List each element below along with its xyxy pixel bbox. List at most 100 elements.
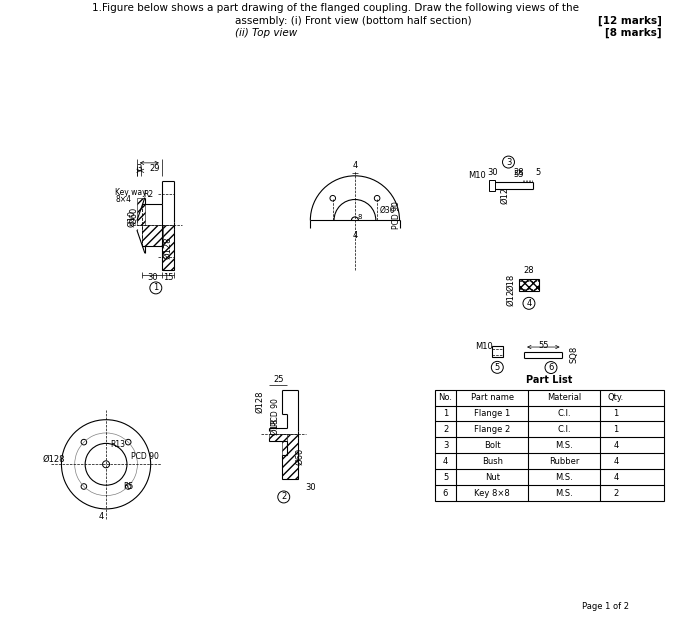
Text: Qty.: Qty. [608, 393, 624, 402]
Text: 30: 30 [147, 273, 158, 283]
Text: C.I.: C.I. [557, 409, 571, 418]
Circle shape [81, 440, 86, 445]
Text: 1: 1 [613, 425, 618, 434]
Bar [269, 435, 287, 441]
Bar [492, 346, 503, 357]
Text: 15: 15 [163, 273, 173, 283]
Text: Key 8×8: Key 8×8 [475, 489, 510, 498]
Text: (ii) Top view: (ii) Top view [235, 29, 298, 38]
Circle shape [125, 440, 131, 445]
Text: 4: 4 [526, 299, 532, 308]
Text: 5: 5 [536, 167, 541, 177]
Bar [142, 226, 163, 246]
Text: 1: 1 [153, 283, 158, 293]
Bar [137, 198, 145, 226]
Text: Nut: Nut [485, 472, 500, 482]
Text: 4: 4 [99, 512, 104, 521]
Text: 4: 4 [613, 441, 618, 450]
Text: 25: 25 [273, 375, 284, 384]
Text: 3: 3 [506, 157, 511, 167]
Text: 1: 1 [613, 409, 618, 418]
Text: 2: 2 [443, 425, 448, 434]
Text: M.S.: M.S. [555, 441, 573, 450]
Text: Material: Material [547, 393, 581, 402]
Circle shape [545, 361, 557, 373]
Text: 30: 30 [305, 482, 316, 492]
Text: 2: 2 [281, 492, 286, 502]
Text: 30: 30 [487, 167, 498, 177]
Text: Page 1 of 2: Page 1 of 2 [581, 602, 629, 611]
Text: Key way: Key way [115, 188, 147, 197]
Circle shape [374, 195, 380, 201]
Text: Part List: Part List [526, 374, 573, 384]
Text: No.: No. [439, 393, 452, 402]
Bar [520, 279, 539, 291]
Text: Ø18: Ø18 [507, 273, 515, 291]
Text: Bolt: Bolt [484, 441, 500, 450]
Text: R5: R5 [123, 482, 133, 490]
Circle shape [81, 484, 86, 489]
Circle shape [330, 195, 335, 201]
Text: 5: 5 [494, 363, 500, 372]
Text: Ø60: Ø60 [296, 448, 305, 466]
Text: Ø128: Ø128 [255, 391, 264, 414]
Text: 3: 3 [443, 441, 448, 450]
Text: M.S.: M.S. [555, 472, 573, 482]
Text: Ø128: Ø128 [42, 455, 65, 464]
Text: 2: 2 [613, 489, 618, 498]
Text: 1.Figure below shows a part drawing of the flanged coupling. Draw the following : 1.Figure below shows a part drawing of t… [92, 3, 579, 14]
Text: Flange 1: Flange 1 [474, 409, 511, 418]
Text: 8: 8 [358, 215, 362, 221]
Text: M10: M10 [475, 342, 492, 351]
Text: PCD 90: PCD 90 [271, 398, 279, 426]
Text: 55: 55 [514, 170, 524, 179]
Circle shape [503, 156, 515, 168]
Circle shape [125, 484, 131, 489]
Text: R2: R2 [143, 190, 153, 199]
Text: Bush: Bush [482, 457, 503, 466]
Text: 4: 4 [613, 472, 618, 482]
Text: PCD 90: PCD 90 [392, 202, 401, 229]
Text: Ø18: Ø18 [271, 418, 279, 435]
Circle shape [150, 282, 162, 294]
Text: 55: 55 [538, 340, 549, 350]
Text: 8×4: 8×4 [115, 195, 131, 204]
Circle shape [492, 361, 503, 373]
Text: 4: 4 [352, 231, 358, 240]
Text: 28: 28 [524, 267, 534, 275]
Text: Ø30: Ø30 [380, 206, 396, 215]
Bar [435, 389, 664, 501]
Text: C.I.: C.I. [557, 425, 571, 434]
Text: Ø10: Ø10 [127, 210, 137, 227]
Bar [490, 180, 495, 191]
Text: Rubber: Rubber [549, 457, 579, 466]
Circle shape [278, 491, 290, 503]
Text: 1: 1 [443, 409, 448, 418]
Text: Ø12: Ø12 [500, 187, 509, 203]
Bar [282, 435, 299, 479]
Text: M10: M10 [469, 170, 486, 180]
Text: 4: 4 [443, 457, 448, 466]
Text: 6: 6 [548, 363, 554, 372]
Text: 3: 3 [136, 164, 141, 174]
Bar [162, 226, 174, 270]
Text: 28: 28 [513, 167, 524, 177]
Text: R13: R13 [110, 440, 126, 449]
Text: SQ8: SQ8 [570, 346, 579, 363]
Text: M.S.: M.S. [555, 489, 573, 498]
Text: PCD 90: PCD 90 [131, 452, 159, 461]
Text: Ø12: Ø12 [507, 289, 515, 306]
Text: 5: 5 [443, 472, 448, 482]
Text: 4: 4 [613, 457, 618, 466]
Text: Flange 2: Flange 2 [474, 425, 511, 434]
Text: Ø128: Ø128 [163, 236, 172, 259]
Text: 29: 29 [150, 164, 160, 174]
Circle shape [523, 298, 535, 309]
Text: [8 marks]: [8 marks] [605, 28, 662, 38]
Text: 6: 6 [443, 489, 448, 498]
Text: Ø60: Ø60 [129, 206, 139, 224]
Text: [12 marks]: [12 marks] [598, 16, 662, 27]
Text: Part name: Part name [471, 393, 514, 402]
Text: 4: 4 [352, 161, 358, 171]
Text: assembly: (i) Front view (bottom half section): assembly: (i) Front view (bottom half se… [235, 16, 472, 26]
